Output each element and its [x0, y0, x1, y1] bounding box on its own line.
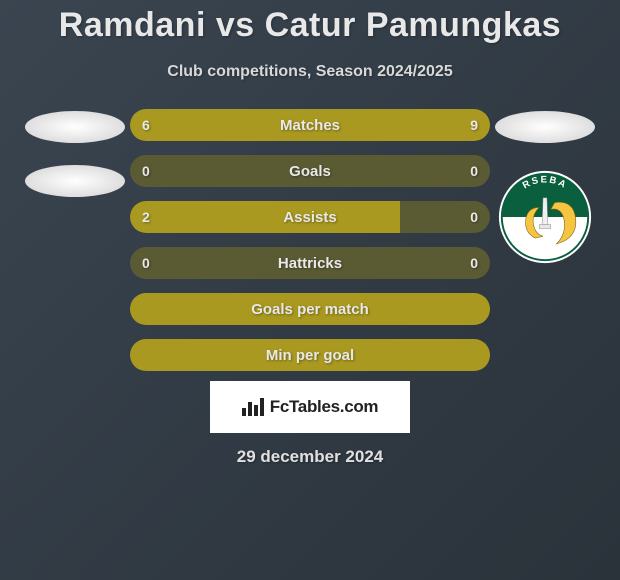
stat-row: 2 Assists 0: [130, 201, 490, 233]
stat-label: Hattricks: [278, 255, 342, 272]
left-player-column: [20, 109, 130, 219]
club-logo-placeholder: [25, 165, 125, 197]
page-title: Ramdani vs Catur Pamungkas: [0, 0, 620, 45]
stat-label: Min per goal: [266, 347, 354, 364]
brand-box: FcTables.com: [210, 381, 410, 433]
stat-bar-left: [130, 109, 274, 141]
stat-label: Goals per match: [251, 301, 369, 318]
stat-value-right: 0: [470, 255, 478, 271]
brand-label: FcTables.com: [270, 397, 379, 417]
stat-label: Assists: [283, 209, 336, 226]
stat-bar-left: [130, 201, 400, 233]
stat-value-left: 0: [142, 163, 150, 179]
stat-row: 6 Matches 9: [130, 109, 490, 141]
player-photo-placeholder: [25, 111, 125, 143]
club-badge: RSEBA: [497, 169, 593, 265]
comparison-container: 6 Matches 9 0 Goals 0 2 Assists 0 0 Hattricks 0 Goal…: [0, 109, 620, 371]
right-player-column: RSEBA: [490, 109, 600, 265]
stat-value-right: 0: [470, 163, 478, 179]
stat-value-right: 9: [470, 117, 478, 133]
stat-value-left: 0: [142, 255, 150, 271]
stat-row: 0 Hattricks 0: [130, 247, 490, 279]
stat-value-right: 0: [470, 209, 478, 225]
player-photo-placeholder: [495, 111, 595, 143]
stat-label: Matches: [280, 117, 340, 134]
stat-label: Goals: [289, 163, 331, 180]
page-subtitle: Club competitions, Season 2024/2025: [0, 63, 620, 81]
stat-value-left: 6: [142, 117, 150, 133]
stat-value-left: 2: [142, 209, 150, 225]
stat-row: 0 Goals 0: [130, 155, 490, 187]
stat-row-plain: Min per goal: [130, 339, 490, 371]
stat-bars: 6 Matches 9 0 Goals 0 2 Assists 0 0 Hattricks 0 Goal…: [130, 109, 490, 371]
brand-bars-icon: [242, 398, 264, 416]
stat-row-plain: Goals per match: [130, 293, 490, 325]
date-label: 29 december 2024: [0, 447, 620, 467]
